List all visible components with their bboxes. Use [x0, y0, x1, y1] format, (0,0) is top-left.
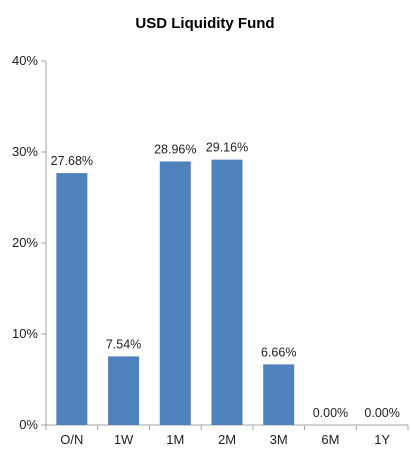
plot-area: 0% 10% 20% 30% 40% 27.68% O/N 7.54% 1W 28.96% 1M 29… — [12, 53, 409, 447]
bar — [263, 364, 295, 425]
y-tick-label: 10% — [12, 326, 38, 341]
y-tick-label: 40% — [12, 53, 38, 68]
bar — [159, 161, 191, 426]
x-tick-label: 1M — [166, 432, 184, 447]
y-tick-label: 0% — [19, 417, 38, 432]
bar — [108, 356, 140, 425]
data-label: 28.96% — [154, 142, 196, 156]
x-tick-label: O/N — [60, 432, 83, 447]
y-tick-label: 30% — [12, 144, 38, 159]
x-tick-label: 2M — [218, 432, 236, 447]
bar — [211, 159, 243, 426]
bar — [56, 173, 88, 425]
y-tick-label: 20% — [12, 235, 38, 250]
data-label: 6.66% — [261, 345, 296, 359]
data-label: 0.00% — [313, 406, 348, 420]
data-label: 29.16% — [206, 141, 248, 155]
data-label: 27.68% — [51, 154, 93, 168]
x-tick-label: 1Y — [374, 432, 390, 447]
data-label: 7.54% — [106, 337, 141, 351]
x-tick-label: 3M — [270, 432, 288, 447]
x-tick-label: 1W — [114, 432, 134, 447]
chart-title: USD Liquidity Fund — [135, 15, 274, 32]
x-tick-label: 6M — [321, 432, 339, 447]
data-label: 0.00% — [364, 406, 399, 420]
